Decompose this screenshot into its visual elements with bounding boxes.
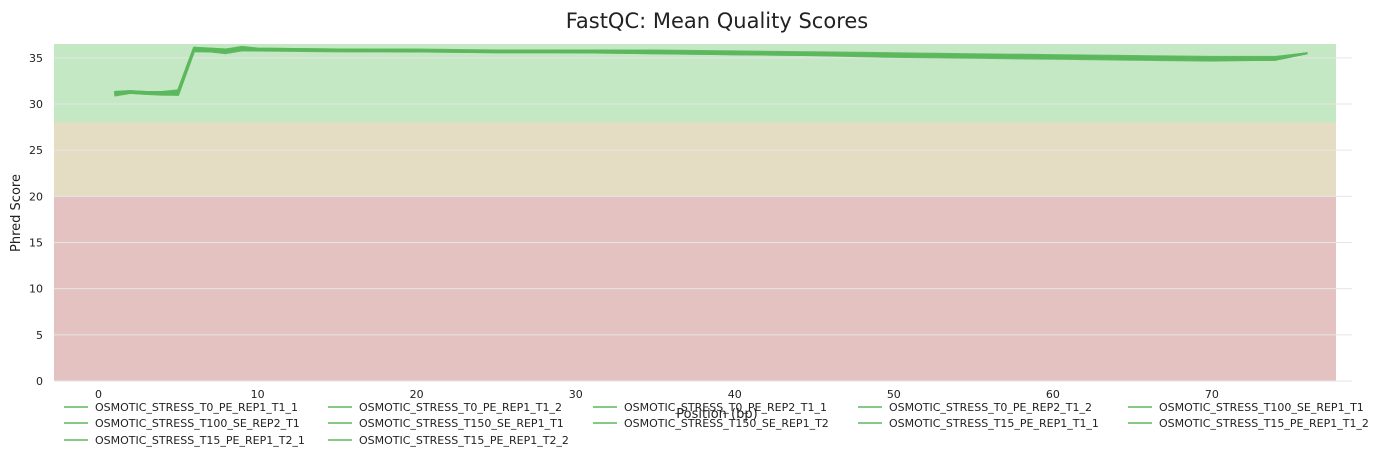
legend-label: OSMOTIC_STRESS_T100_SE_REP2_T1 [95,417,300,430]
x-tick-label: 70 [1205,388,1219,401]
legend-item[interactable]: OSMOTIC_STRESS_T15_PE_REP1_T2_1 [64,434,305,447]
x-tick-label: 50 [887,388,901,401]
legend-item[interactable]: OSMOTIC_STRESS_T15_PE_REP1_T1_2 [1128,417,1369,430]
y-tick-label: 10 [29,283,43,296]
legend-label: OSMOTIC_STRESS_T0_PE_REP1_T1_1 [95,401,298,414]
legend-item[interactable]: OSMOTIC_STRESS_T15_PE_REP1_T1_1 [858,417,1099,430]
legend: OSMOTIC_STRESS_T0_PE_REP1_T1_1 OSMOTIC_ST… [64,401,1369,447]
x-tick-label: 40 [728,388,742,401]
legend-label: OSMOTIC_STRESS_T15_PE_REP1_T1_2 [1159,417,1369,430]
legend-label: OSMOTIC_STRESS_T15_PE_REP1_T1_1 [889,417,1099,430]
legend-item[interactable]: OSMOTIC_STRESS_T0_PE_REP2_T1_2 [858,401,1092,414]
legend-item[interactable]: OSMOTIC_STRESS_T150_SE_REP1_T2 [593,417,829,430]
y-tick-label: 30 [29,98,43,111]
legend-item[interactable]: OSMOTIC_STRESS_T0_PE_REP2_T1_1 [593,401,827,414]
x-tick-label: 20 [410,388,424,401]
quality-band-1 [54,122,1336,197]
y-tick-label: 5 [36,329,43,342]
y-tick-label: 0 [36,375,43,388]
legend-label: OSMOTIC_STRESS_T0_PE_REP2_T1_2 [889,401,1092,414]
y-axis-label: Phred Score [9,174,24,252]
series-line-12 [114,48,1308,95]
x-tick-label: 30 [569,388,583,401]
chart-title: FastQC: Mean Quality Scores [566,9,869,33]
x-tick-label: 60 [1046,388,1060,401]
legend-label: OSMOTIC_STRESS_T150_SE_REP1_T2 [624,417,829,430]
legend-label: OSMOTIC_STRESS_T15_PE_REP1_T2_2 [359,434,569,447]
legend-label: OSMOTIC_STRESS_T0_PE_REP2_T1_1 [624,401,827,414]
y-tick-label: 25 [29,144,43,157]
legend-item[interactable]: OSMOTIC_STRESS_T15_PE_REP1_T2_2 [328,434,569,447]
legend-item[interactable]: OSMOTIC_STRESS_T0_PE_REP1_T1_2 [328,401,562,414]
legend-label: OSMOTIC_STRESS_T150_SE_REP1_T1 [359,417,564,430]
x-tick-label: 0 [95,388,102,401]
y-tick-label: 20 [29,190,43,203]
legend-item[interactable]: OSMOTIC_STRESS_T100_SE_REP2_T1 [64,417,300,430]
x-axis-label: Position (bp) [676,407,757,422]
x-axis-ticks: 0 10 20 30 40 50 60 70 [95,388,1219,401]
legend-label: OSMOTIC_STRESS_T0_PE_REP1_T1_2 [359,401,562,414]
y-axis-ticks: 0 5 10 15 20 25 30 35 [29,52,43,388]
legend-label: OSMOTIC_STRESS_T100_SE_REP1_T1 [1159,401,1364,414]
legend-label: OSMOTIC_STRESS_T15_PE_REP1_T2_1 [95,434,305,447]
series-lines [114,45,1308,97]
legend-item[interactable]: OSMOTIC_STRESS_T150_SE_REP1_T1 [328,417,564,430]
quality-bands [54,44,1336,381]
legend-item[interactable]: OSMOTIC_STRESS_T0_PE_REP1_T1_1 [64,401,298,414]
y-tick-label: 35 [29,52,43,65]
x-tick-label: 10 [251,388,265,401]
legend-item[interactable]: OSMOTIC_STRESS_T100_SE_REP1_T1 [1128,401,1364,414]
y-tick-label: 15 [29,237,43,250]
